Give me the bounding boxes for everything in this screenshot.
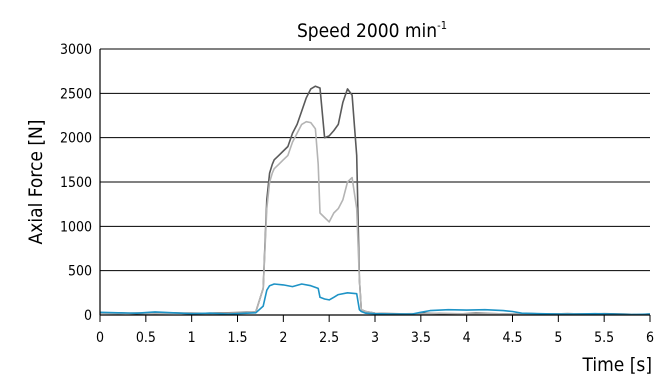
x-tick-label: 0.5	[136, 330, 156, 346]
data-series	[99, 85, 651, 316]
x-tick-label: 1	[188, 330, 196, 346]
x-tick-label: 5	[554, 330, 562, 346]
x-tick-label: 1.5	[227, 330, 247, 346]
chart-title-main: Speed 2000 min	[297, 20, 437, 42]
chart-title-superscript: -1	[437, 19, 447, 32]
x-axis-label: Time [s]	[582, 354, 652, 376]
y-tick-label: 3000	[60, 42, 92, 58]
y-tick-label: 2000	[60, 131, 92, 147]
y-tick-label: 1500	[60, 175, 92, 191]
x-tick-label: 4.5	[502, 330, 522, 346]
gridlines	[100, 48, 650, 272]
x-tick-label: 2	[279, 330, 287, 346]
series-line-3	[99, 283, 651, 316]
chart-title: Speed 2000 min-1	[297, 19, 447, 42]
series-line-2	[99, 120, 651, 316]
x-tick-label: 0	[96, 330, 104, 346]
x-tick-label: 4	[463, 330, 471, 346]
series-line-1	[99, 85, 651, 316]
y-axis-ticks: 0 500 1000 1500 2000 2500 3000	[60, 42, 92, 324]
x-tick-label: 2.5	[319, 330, 339, 346]
x-axis-ticks: 0 0.5 1 1.5 2 2.5 3 3.5 4 4.5 5 5.5 6	[96, 315, 654, 346]
x-tick-label: 3.5	[411, 330, 431, 346]
x-tick-label: 6	[646, 330, 654, 346]
x-tick-label: 3	[371, 330, 379, 346]
y-tick-label: 0	[84, 308, 92, 324]
y-tick-label: 500	[68, 264, 92, 280]
y-tick-label: 2500	[60, 86, 92, 102]
y-tick-label: 1000	[60, 219, 92, 235]
x-tick-label: 5.5	[594, 330, 614, 346]
y-axis-label: Axial Force [N]	[25, 120, 47, 245]
